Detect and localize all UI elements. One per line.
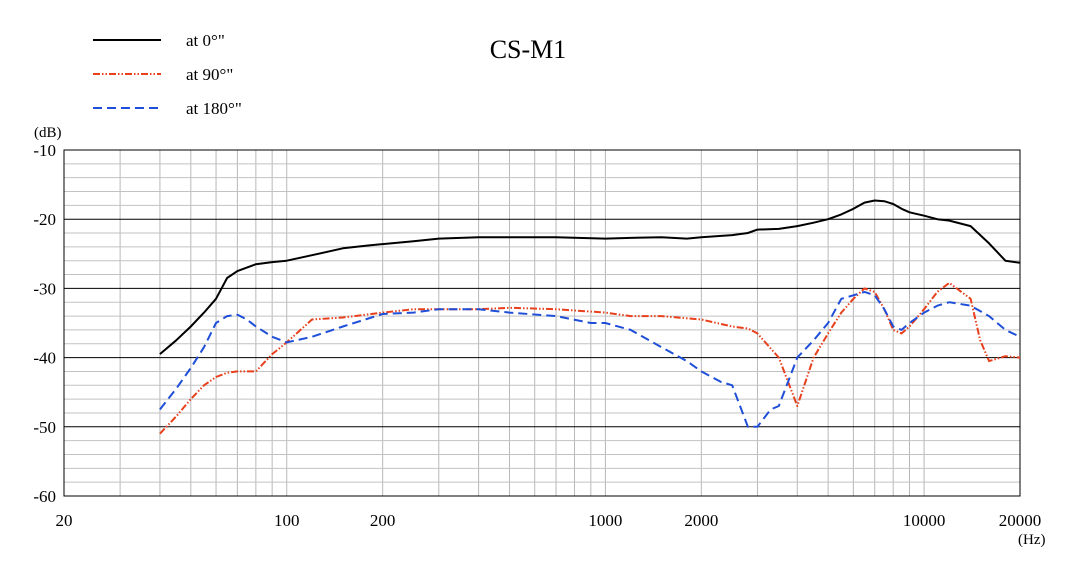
series-line-1 xyxy=(159,281,1021,435)
y-tick-label: -20 xyxy=(33,210,56,229)
series-line-2 xyxy=(159,290,1021,428)
y-tick-label: -50 xyxy=(33,418,56,437)
y-tick-label: -60 xyxy=(33,487,56,506)
legend-label-0: at 0°" xyxy=(186,31,225,50)
y-tick-label: -40 xyxy=(33,349,56,368)
x-axis-unit-label: (Hz) xyxy=(1018,532,1045,548)
series-line-0 xyxy=(159,199,1021,355)
plot-area-border xyxy=(63,149,1021,497)
x-tick-label: 1000 xyxy=(588,511,622,530)
x-tick-label: 2000 xyxy=(684,511,718,530)
y-tick-label: -30 xyxy=(33,279,56,298)
chart-title: CS-M1 xyxy=(490,35,567,64)
legend-label-2: at 180°" xyxy=(186,99,242,118)
x-tick-label: 20000 xyxy=(999,511,1042,530)
x-tick-label: 20 xyxy=(56,511,73,530)
x-tick-label: 200 xyxy=(370,511,396,530)
y-axis-unit-label: (dB) xyxy=(34,125,62,141)
y-tick-label: -10 xyxy=(33,141,56,160)
x-tick-label: 100 xyxy=(274,511,300,530)
legend-label-1: at 90°" xyxy=(186,65,233,84)
x-tick-label: 10000 xyxy=(903,511,946,530)
